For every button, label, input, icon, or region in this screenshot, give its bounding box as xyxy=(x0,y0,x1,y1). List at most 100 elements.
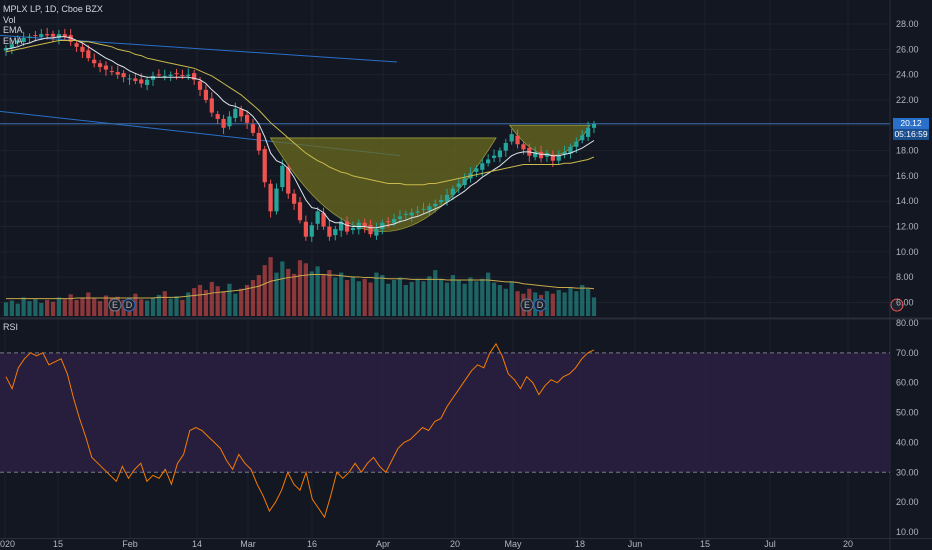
candle-body xyxy=(97,63,103,68)
candle-body xyxy=(145,79,150,86)
candle-body xyxy=(256,132,261,151)
volume-bar xyxy=(197,285,203,316)
earnings-marker[interactable]: D xyxy=(122,298,136,312)
volume-bar xyxy=(227,283,232,316)
trendline-upper xyxy=(0,34,398,63)
volume-bar xyxy=(468,277,473,316)
time-axis-label: Jul xyxy=(764,539,776,549)
candle-body xyxy=(591,124,597,128)
candle-body xyxy=(21,37,26,42)
time-axis-label: 15 xyxy=(53,539,63,549)
volume-bar xyxy=(556,289,561,316)
time-axis-label: May xyxy=(504,539,522,549)
volume-bar xyxy=(515,291,520,316)
earnings-marker-circle xyxy=(108,298,122,312)
time-axis-label: Mar xyxy=(240,539,256,549)
legend-ema-2[interactable]: EMA xyxy=(3,35,23,46)
volume-bar xyxy=(544,291,550,316)
volume-bar xyxy=(168,298,173,316)
volume-bar xyxy=(239,288,244,316)
rsi-legend[interactable]: RSI xyxy=(3,322,19,332)
price-axis-label: 22.00 xyxy=(896,95,919,105)
candle-body xyxy=(315,211,320,224)
earnings-marker[interactable]: E xyxy=(108,298,122,312)
volume-bar xyxy=(156,294,161,316)
candle-body xyxy=(450,188,455,195)
volume-ma-line xyxy=(6,273,595,300)
candle-body xyxy=(244,114,250,123)
candle-body xyxy=(309,225,314,237)
candle-body xyxy=(39,34,44,37)
candle-body xyxy=(568,146,573,154)
candle-body xyxy=(3,48,9,51)
time-axis-label: 14 xyxy=(192,539,202,549)
candle-body xyxy=(15,40,20,43)
rsi-pane xyxy=(0,342,890,519)
candle-body xyxy=(33,35,38,37)
axes: 28.00 26.00 24.00 22.00 20.00 18.00 16.00 14.00… xyxy=(0,19,919,549)
earnings-marker-label: D xyxy=(126,300,133,310)
candle-body xyxy=(174,73,179,75)
earnings-marker-circle xyxy=(533,298,547,312)
price-axis-label: 10.00 xyxy=(896,247,919,257)
volume-bar xyxy=(356,281,361,316)
ema-fast-line xyxy=(5,36,595,229)
candle-body xyxy=(9,44,14,49)
candle-body xyxy=(274,188,279,212)
candle-body xyxy=(327,226,332,237)
candle-body xyxy=(162,75,167,77)
candle-body xyxy=(427,206,432,211)
volume-bar xyxy=(433,270,438,316)
volume-bar xyxy=(568,287,573,316)
candle-body xyxy=(486,159,491,164)
candle-body xyxy=(374,229,379,236)
candle-body xyxy=(215,114,220,119)
earnings-marker[interactable]: E xyxy=(520,298,534,312)
earnings-marker-label: E xyxy=(112,300,118,310)
volume-bar xyxy=(39,302,44,316)
volume-bar xyxy=(497,285,503,316)
earnings-marker[interactable]: D xyxy=(533,298,547,312)
volume-bar xyxy=(250,280,256,316)
ema-lines xyxy=(5,36,595,229)
candle-body xyxy=(433,203,438,207)
candle-body xyxy=(197,81,203,90)
candle-body xyxy=(533,151,538,158)
volume-bar xyxy=(221,291,226,316)
candle-body xyxy=(127,78,132,80)
volume-bar xyxy=(274,272,279,316)
volume-bar xyxy=(574,291,579,316)
candle-body xyxy=(203,89,209,100)
candle-body xyxy=(403,213,408,215)
dividend-marker xyxy=(890,298,904,312)
volume-bar xyxy=(368,282,373,316)
price-axis-label: 14.00 xyxy=(896,196,919,206)
ema-slow-line xyxy=(5,40,595,186)
volume-bar xyxy=(192,288,197,316)
volume-bar xyxy=(503,288,508,316)
candle-body xyxy=(391,218,397,224)
symbol-title[interactable]: MPLX LP, 1D, Cboe BZX xyxy=(3,4,103,14)
volume-bar xyxy=(586,288,591,316)
legend-vol[interactable]: Vol xyxy=(3,14,16,25)
last-price-tag: 20.12 xyxy=(893,118,929,129)
volume-bar xyxy=(68,294,73,316)
volume-bar xyxy=(562,292,567,316)
candle-body xyxy=(444,194,450,202)
candle-body xyxy=(509,134,514,142)
candle-body xyxy=(92,59,97,64)
candle-body xyxy=(515,135,520,145)
rsi-axis-label: 30.00 xyxy=(896,467,919,477)
legend-ema-1[interactable]: EMA xyxy=(3,25,23,35)
candle-body xyxy=(415,211,420,213)
candle-body xyxy=(409,212,414,216)
time-axis-label: Apr xyxy=(376,539,390,549)
volume-bar xyxy=(315,266,320,316)
volume-bar xyxy=(244,285,250,316)
candle-body xyxy=(62,34,67,37)
candle-body xyxy=(27,36,32,38)
candle-body xyxy=(386,221,391,223)
volume-bar xyxy=(262,265,267,316)
